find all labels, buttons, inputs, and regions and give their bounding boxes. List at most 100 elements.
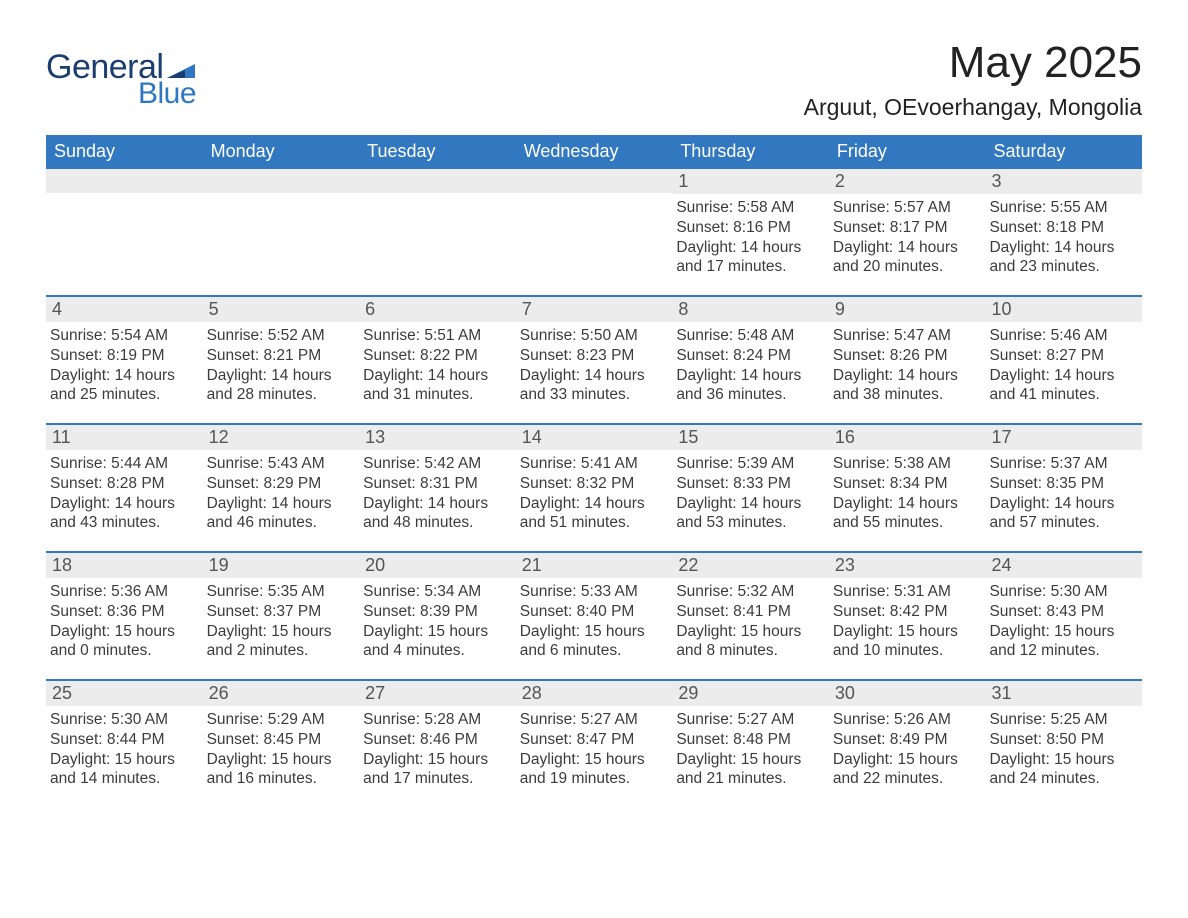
sunset-text: Sunset: 8:34 PM bbox=[833, 474, 982, 494]
day-number: 2 bbox=[829, 169, 986, 194]
day-body: Sunrise: 5:58 AMSunset: 8:16 PMDaylight:… bbox=[672, 194, 829, 283]
daylight-line1: Daylight: 14 hours bbox=[207, 366, 356, 386]
daylight-line2: and 24 minutes. bbox=[989, 769, 1138, 789]
day-cell: 20Sunrise: 5:34 AMSunset: 8:39 PMDayligh… bbox=[359, 553, 516, 679]
sunset-text: Sunset: 8:43 PM bbox=[989, 602, 1138, 622]
sunrise-text: Sunrise: 5:28 AM bbox=[363, 710, 512, 730]
week-row: 11Sunrise: 5:44 AMSunset: 8:28 PMDayligh… bbox=[46, 423, 1142, 551]
day-number bbox=[516, 169, 673, 193]
sunset-text: Sunset: 8:44 PM bbox=[50, 730, 199, 750]
sunrise-text: Sunrise: 5:55 AM bbox=[989, 198, 1138, 218]
day-cell: 10Sunrise: 5:46 AMSunset: 8:27 PMDayligh… bbox=[985, 297, 1142, 423]
day-number: 17 bbox=[985, 425, 1142, 450]
daylight-line1: Daylight: 15 hours bbox=[989, 622, 1138, 642]
day-cell: 26Sunrise: 5:29 AMSunset: 8:45 PMDayligh… bbox=[203, 681, 360, 807]
daylight-line2: and 6 minutes. bbox=[520, 641, 669, 661]
day-number: 28 bbox=[516, 681, 673, 706]
day-cell: 9Sunrise: 5:47 AMSunset: 8:26 PMDaylight… bbox=[829, 297, 986, 423]
daylight-line1: Daylight: 15 hours bbox=[363, 622, 512, 642]
day-cell: 14Sunrise: 5:41 AMSunset: 8:32 PMDayligh… bbox=[516, 425, 673, 551]
day-body bbox=[203, 193, 360, 203]
daylight-line2: and 21 minutes. bbox=[676, 769, 825, 789]
sunrise-text: Sunrise: 5:42 AM bbox=[363, 454, 512, 474]
day-cell: 29Sunrise: 5:27 AMSunset: 8:48 PMDayligh… bbox=[672, 681, 829, 807]
sunrise-text: Sunrise: 5:29 AM bbox=[207, 710, 356, 730]
daylight-line1: Daylight: 15 hours bbox=[207, 750, 356, 770]
daylight-line2: and 38 minutes. bbox=[833, 385, 982, 405]
day-cell: 3Sunrise: 5:55 AMSunset: 8:18 PMDaylight… bbox=[985, 169, 1142, 295]
title-block: May 2025 Arguut, OEvoerhangay, Mongolia bbox=[804, 38, 1142, 121]
day-number: 9 bbox=[829, 297, 986, 322]
sunset-text: Sunset: 8:49 PM bbox=[833, 730, 982, 750]
sunset-text: Sunset: 8:32 PM bbox=[520, 474, 669, 494]
daylight-line2: and 23 minutes. bbox=[989, 257, 1138, 277]
day-number: 6 bbox=[359, 297, 516, 322]
daylight-line2: and 0 minutes. bbox=[50, 641, 199, 661]
daylight-line2: and 20 minutes. bbox=[833, 257, 982, 277]
day-cell: 23Sunrise: 5:31 AMSunset: 8:42 PMDayligh… bbox=[829, 553, 986, 679]
day-number: 3 bbox=[985, 169, 1142, 194]
sunrise-text: Sunrise: 5:54 AM bbox=[50, 326, 199, 346]
sunset-text: Sunset: 8:24 PM bbox=[676, 346, 825, 366]
sunset-text: Sunset: 8:37 PM bbox=[207, 602, 356, 622]
day-cell: 15Sunrise: 5:39 AMSunset: 8:33 PMDayligh… bbox=[672, 425, 829, 551]
sunrise-text: Sunrise: 5:44 AM bbox=[50, 454, 199, 474]
daylight-line1: Daylight: 14 hours bbox=[833, 366, 982, 386]
sunset-text: Sunset: 8:31 PM bbox=[363, 474, 512, 494]
sunrise-text: Sunrise: 5:30 AM bbox=[989, 582, 1138, 602]
daylight-line1: Daylight: 15 hours bbox=[989, 750, 1138, 770]
day-cell: 8Sunrise: 5:48 AMSunset: 8:24 PMDaylight… bbox=[672, 297, 829, 423]
day-body: Sunrise: 5:25 AMSunset: 8:50 PMDaylight:… bbox=[985, 706, 1142, 795]
day-cell: 31Sunrise: 5:25 AMSunset: 8:50 PMDayligh… bbox=[985, 681, 1142, 807]
daylight-line2: and 46 minutes. bbox=[207, 513, 356, 533]
day-cell: 7Sunrise: 5:50 AMSunset: 8:23 PMDaylight… bbox=[516, 297, 673, 423]
day-cell bbox=[203, 169, 360, 295]
day-cell: 19Sunrise: 5:35 AMSunset: 8:37 PMDayligh… bbox=[203, 553, 360, 679]
sunset-text: Sunset: 8:47 PM bbox=[520, 730, 669, 750]
daylight-line1: Daylight: 15 hours bbox=[363, 750, 512, 770]
daylight-line1: Daylight: 14 hours bbox=[989, 238, 1138, 258]
daylight-line2: and 16 minutes. bbox=[207, 769, 356, 789]
sunset-text: Sunset: 8:48 PM bbox=[676, 730, 825, 750]
daylight-line1: Daylight: 15 hours bbox=[676, 622, 825, 642]
day-number: 15 bbox=[672, 425, 829, 450]
daylight-line2: and 25 minutes. bbox=[50, 385, 199, 405]
day-number: 1 bbox=[672, 169, 829, 194]
sunset-text: Sunset: 8:36 PM bbox=[50, 602, 199, 622]
sunrise-text: Sunrise: 5:41 AM bbox=[520, 454, 669, 474]
daylight-line1: Daylight: 14 hours bbox=[363, 494, 512, 514]
daylight-line2: and 41 minutes. bbox=[989, 385, 1138, 405]
logo-text-blue: Blue bbox=[138, 77, 196, 111]
day-number: 21 bbox=[516, 553, 673, 578]
calendar-grid: SundayMondayTuesdayWednesdayThursdayFrid… bbox=[46, 135, 1142, 807]
sunrise-text: Sunrise: 5:37 AM bbox=[989, 454, 1138, 474]
sunset-text: Sunset: 8:29 PM bbox=[207, 474, 356, 494]
daylight-line2: and 19 minutes. bbox=[520, 769, 669, 789]
sunrise-text: Sunrise: 5:47 AM bbox=[833, 326, 982, 346]
sunset-text: Sunset: 8:19 PM bbox=[50, 346, 199, 366]
day-cell: 18Sunrise: 5:36 AMSunset: 8:36 PMDayligh… bbox=[46, 553, 203, 679]
daylight-line1: Daylight: 15 hours bbox=[676, 750, 825, 770]
sunrise-text: Sunrise: 5:58 AM bbox=[676, 198, 825, 218]
sunset-text: Sunset: 8:27 PM bbox=[989, 346, 1138, 366]
daylight-line2: and 12 minutes. bbox=[989, 641, 1138, 661]
day-number: 23 bbox=[829, 553, 986, 578]
day-number: 8 bbox=[672, 297, 829, 322]
sunrise-text: Sunrise: 5:50 AM bbox=[520, 326, 669, 346]
day-cell: 24Sunrise: 5:30 AMSunset: 8:43 PMDayligh… bbox=[985, 553, 1142, 679]
day-number: 31 bbox=[985, 681, 1142, 706]
sunset-text: Sunset: 8:35 PM bbox=[989, 474, 1138, 494]
daylight-line1: Daylight: 14 hours bbox=[989, 494, 1138, 514]
day-body: Sunrise: 5:50 AMSunset: 8:23 PMDaylight:… bbox=[516, 322, 673, 411]
day-number: 27 bbox=[359, 681, 516, 706]
day-number bbox=[359, 169, 516, 193]
day-number bbox=[203, 169, 360, 193]
day-cell: 1Sunrise: 5:58 AMSunset: 8:16 PMDaylight… bbox=[672, 169, 829, 295]
sunrise-text: Sunrise: 5:57 AM bbox=[833, 198, 982, 218]
daylight-line2: and 14 minutes. bbox=[50, 769, 199, 789]
day-number: 4 bbox=[46, 297, 203, 322]
day-number: 10 bbox=[985, 297, 1142, 322]
dow-cell: Tuesday bbox=[359, 135, 516, 169]
page-title: May 2025 bbox=[804, 38, 1142, 88]
day-number: 14 bbox=[516, 425, 673, 450]
